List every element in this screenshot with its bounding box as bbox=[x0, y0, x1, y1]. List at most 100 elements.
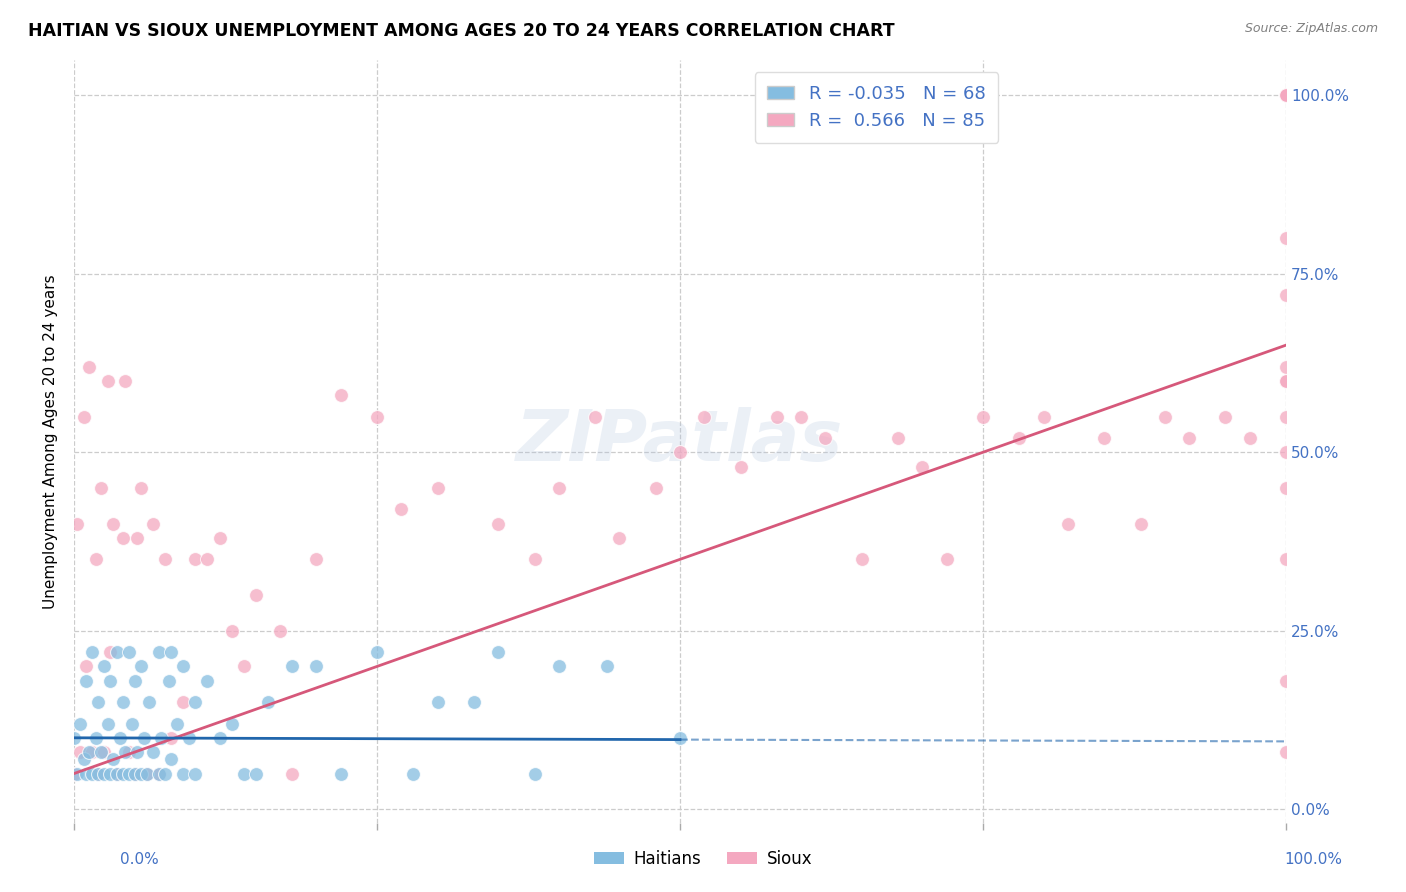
Point bbox=[153, 552, 176, 566]
Point bbox=[148, 645, 170, 659]
Point bbox=[1215, 409, 1237, 424]
Y-axis label: Unemployment Among Ages 20 to 24 years: Unemployment Among Ages 20 to 24 years bbox=[44, 274, 58, 609]
Point bbox=[100, 766, 122, 780]
Point bbox=[366, 409, 388, 424]
Point bbox=[1275, 288, 1298, 302]
Text: ZIPatlas: ZIPatlas bbox=[516, 407, 844, 476]
Point bbox=[75, 673, 97, 688]
Point bbox=[65, 516, 87, 531]
Point bbox=[329, 388, 352, 402]
Point bbox=[245, 766, 267, 780]
Point bbox=[134, 731, 156, 745]
Point bbox=[1153, 409, 1175, 424]
Point bbox=[63, 731, 86, 745]
Point bbox=[117, 745, 139, 759]
Point bbox=[172, 659, 194, 673]
Point bbox=[93, 745, 115, 759]
Point bbox=[138, 695, 160, 709]
Point bbox=[111, 695, 134, 709]
Point bbox=[84, 731, 107, 745]
Point bbox=[153, 766, 176, 780]
Point bbox=[269, 624, 291, 638]
Point bbox=[105, 766, 128, 780]
Point bbox=[583, 409, 606, 424]
Point bbox=[1275, 374, 1298, 388]
Point bbox=[129, 766, 152, 780]
Point bbox=[1056, 516, 1078, 531]
Point bbox=[1275, 481, 1298, 495]
Point bbox=[1275, 445, 1298, 459]
Point bbox=[65, 766, 87, 780]
Point bbox=[124, 766, 146, 780]
Point bbox=[1178, 431, 1201, 445]
Point bbox=[100, 673, 122, 688]
Point bbox=[523, 552, 546, 566]
Point bbox=[111, 766, 134, 780]
Point bbox=[73, 752, 96, 766]
Point bbox=[1275, 552, 1298, 566]
Legend: R = -0.035   N = 68, R =  0.566   N = 85: R = -0.035 N = 68, R = 0.566 N = 85 bbox=[755, 72, 998, 143]
Point bbox=[281, 659, 304, 673]
Point bbox=[208, 731, 231, 745]
Point bbox=[100, 645, 122, 659]
Point bbox=[1275, 88, 1298, 103]
Point bbox=[911, 459, 934, 474]
Point bbox=[127, 745, 149, 759]
Point bbox=[142, 745, 165, 759]
Point bbox=[1275, 374, 1298, 388]
Point bbox=[63, 766, 86, 780]
Point bbox=[1275, 88, 1298, 103]
Point bbox=[221, 716, 243, 731]
Point bbox=[90, 481, 112, 495]
Point bbox=[1008, 431, 1031, 445]
Point bbox=[426, 695, 449, 709]
Point bbox=[101, 752, 124, 766]
Point bbox=[184, 695, 207, 709]
Point bbox=[257, 695, 280, 709]
Point bbox=[851, 552, 873, 566]
Point bbox=[669, 731, 692, 745]
Point bbox=[121, 716, 143, 731]
Point bbox=[142, 516, 165, 531]
Point bbox=[305, 552, 328, 566]
Point bbox=[523, 766, 546, 780]
Point bbox=[281, 766, 304, 780]
Point bbox=[148, 766, 170, 780]
Point bbox=[87, 766, 110, 780]
Point bbox=[87, 695, 110, 709]
Point bbox=[84, 552, 107, 566]
Point bbox=[82, 766, 104, 780]
Point bbox=[887, 431, 910, 445]
Point bbox=[221, 624, 243, 638]
Point bbox=[329, 766, 352, 780]
Point bbox=[547, 481, 569, 495]
Point bbox=[160, 731, 183, 745]
Point bbox=[135, 766, 157, 780]
Point bbox=[179, 731, 201, 745]
Point bbox=[77, 745, 100, 759]
Point bbox=[101, 516, 124, 531]
Point bbox=[1275, 745, 1298, 759]
Point bbox=[129, 659, 152, 673]
Point bbox=[172, 766, 194, 780]
Text: 0.0%: 0.0% bbox=[120, 852, 159, 867]
Point bbox=[972, 409, 994, 424]
Point bbox=[135, 766, 157, 780]
Point bbox=[75, 766, 97, 780]
Point bbox=[1275, 88, 1298, 103]
Point bbox=[693, 409, 716, 424]
Point bbox=[73, 409, 96, 424]
Point bbox=[609, 531, 631, 545]
Point bbox=[117, 645, 139, 659]
Point bbox=[93, 659, 115, 673]
Point bbox=[93, 766, 115, 780]
Point bbox=[1275, 231, 1298, 245]
Point bbox=[114, 745, 136, 759]
Point bbox=[232, 659, 254, 673]
Point bbox=[184, 552, 207, 566]
Point bbox=[69, 716, 91, 731]
Point bbox=[172, 695, 194, 709]
Point bbox=[208, 531, 231, 545]
Point bbox=[114, 374, 136, 388]
Point bbox=[82, 745, 104, 759]
